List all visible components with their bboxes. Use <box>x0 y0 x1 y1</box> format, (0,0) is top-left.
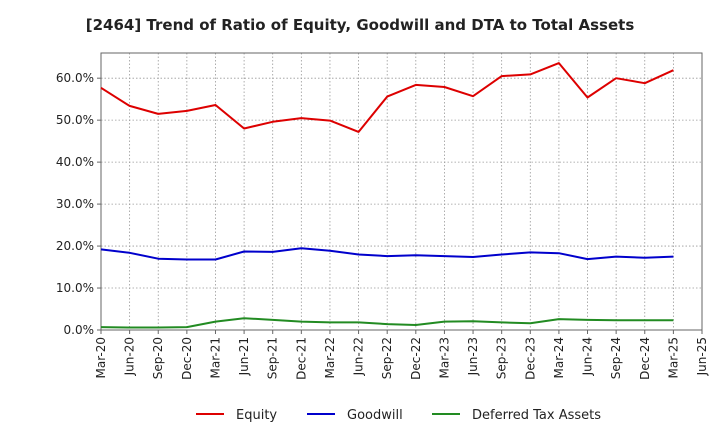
x-tick-label: Dec-23 <box>523 337 537 380</box>
legend: Equity Goodwill Deferred Tax Assets <box>196 408 601 423</box>
y-tick-label: 20.0% <box>56 239 94 253</box>
x-tick-label: Dec-21 <box>294 337 308 380</box>
x-tick-label: Sep-20 <box>151 337 165 379</box>
series-line-goodwill <box>100 247 674 261</box>
series-line-equity <box>100 62 674 133</box>
x-tick-label: Jun-22 <box>352 337 366 376</box>
series-group <box>100 62 674 329</box>
y-tick-label: 40.0% <box>56 155 94 169</box>
x-tick-label: Sep-21 <box>266 337 280 379</box>
grid <box>100 53 703 331</box>
x-tick-label: Mar-20 <box>94 337 108 378</box>
x-tick-label: Jun-25 <box>695 337 709 376</box>
x-tick-label: Jun-20 <box>123 337 137 376</box>
x-tick-label: Mar-21 <box>208 337 222 378</box>
chart-title: [2464] Trend of Ratio of Equity, Goodwil… <box>86 16 635 34</box>
y-tick-label: 30.0% <box>56 197 94 211</box>
x-tick-label: Dec-20 <box>180 337 194 380</box>
x-tick-label: Jun-21 <box>237 337 251 376</box>
x-tick-label: Jun-24 <box>581 337 595 376</box>
x-tick-label: Sep-22 <box>380 337 394 379</box>
y-axis: 0.0% 10.0% 20.0% 30.0% 40.0% 50.0% 60.0% <box>56 71 101 337</box>
legend-label: Goodwill <box>347 408 403 423</box>
y-tick-label: 60.0% <box>56 71 94 85</box>
plot-frame <box>100 52 703 331</box>
x-tick-label: Mar-22 <box>323 337 337 378</box>
x-tick-label: Mar-25 <box>666 337 680 378</box>
x-tick-label: Dec-24 <box>638 337 652 380</box>
x-tick-label: Jun-23 <box>466 337 480 376</box>
y-tick-label: 10.0% <box>56 281 94 295</box>
x-axis: Mar-20 Jun-20 Sep-20 Dec-20 Mar-21 Jun-21 Sep-… <box>94 330 709 380</box>
legend-label: Deferred Tax Assets <box>472 408 601 423</box>
x-tick-label: Sep-23 <box>495 337 509 379</box>
x-tick-label: Mar-23 <box>437 337 451 378</box>
x-tick-label: Mar-24 <box>552 337 566 378</box>
legend-label: Equity <box>236 408 277 423</box>
x-tick-label: Sep-24 <box>609 337 623 379</box>
y-tick-label: 50.0% <box>56 113 94 127</box>
x-tick-label: Dec-22 <box>409 337 423 380</box>
series-line-deferred-tax-assets <box>100 317 674 329</box>
y-tick-label: 0.0% <box>64 323 95 337</box>
